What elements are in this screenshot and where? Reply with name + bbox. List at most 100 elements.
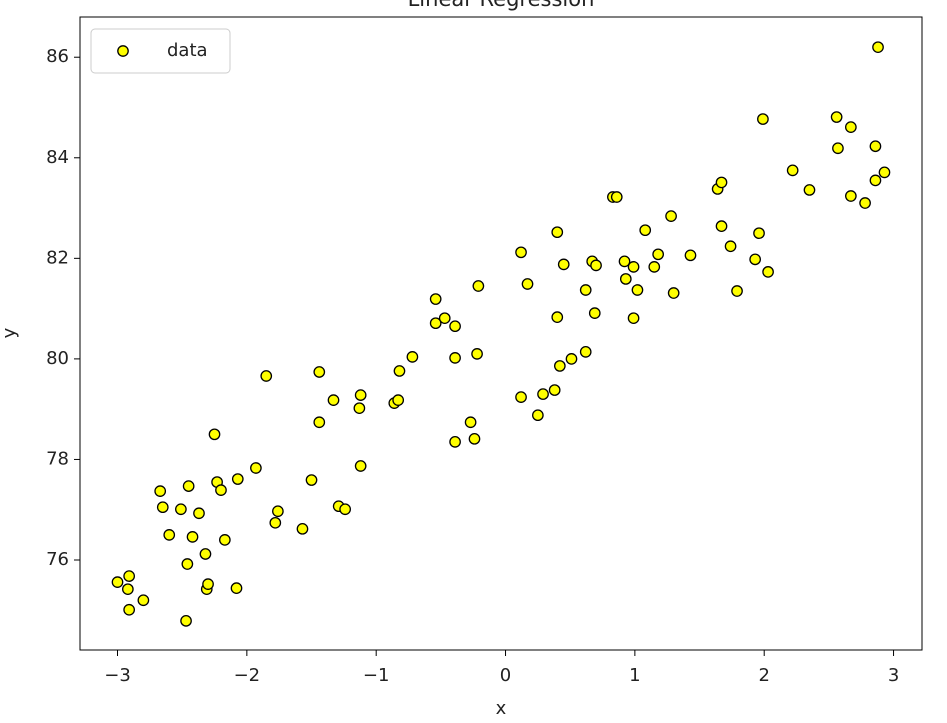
point: [339, 503, 351, 516]
point: [859, 197, 871, 209]
point: [590, 259, 602, 272]
point: [515, 391, 527, 403]
point: [449, 352, 461, 364]
point: [154, 485, 167, 497]
point: [193, 507, 205, 520]
point: [803, 184, 816, 196]
point: [845, 190, 857, 202]
point: [532, 409, 544, 422]
x-tick-label: 1: [629, 665, 640, 686]
point: [215, 484, 227, 496]
point: [627, 261, 640, 273]
point: [786, 164, 799, 177]
point: [186, 531, 199, 543]
point: [869, 174, 882, 187]
point: [199, 548, 212, 560]
chart-title: Linear Regression: [408, 0, 595, 11]
point: [272, 505, 284, 518]
y-tick-label: 82: [46, 247, 69, 268]
point: [137, 594, 150, 607]
point: [156, 501, 169, 514]
point: [175, 503, 187, 516]
point: [250, 462, 262, 474]
legend-marker: [117, 45, 129, 57]
y-tick-label: 80: [46, 348, 69, 369]
point: [471, 348, 483, 360]
point: [631, 284, 644, 296]
point: [392, 394, 405, 406]
point: [832, 142, 844, 155]
point: [269, 516, 282, 529]
point: [305, 474, 318, 486]
point: [648, 261, 661, 273]
point: [845, 121, 857, 133]
point: [111, 576, 124, 588]
point: [472, 280, 485, 292]
point: [449, 435, 461, 448]
point: [429, 293, 442, 305]
x-tick-label: 2: [758, 665, 769, 686]
point: [515, 246, 527, 259]
point: [553, 360, 566, 372]
point: [327, 394, 340, 406]
point: [753, 227, 765, 240]
point: [122, 583, 134, 596]
point: [393, 365, 406, 377]
y-tick-label: 84: [46, 147, 69, 168]
point: [406, 351, 419, 363]
point: [684, 249, 697, 262]
point: [354, 389, 367, 401]
x-tick-label: −1: [363, 665, 390, 686]
point: [202, 578, 214, 590]
legend-box: [90, 28, 231, 74]
x-tick-label: 0: [500, 665, 511, 686]
y-tick-label: 86: [46, 46, 69, 67]
point: [878, 166, 891, 179]
point: [762, 266, 774, 278]
point: [639, 224, 652, 237]
plot-frame: [79, 16, 923, 651]
point: [579, 284, 592, 296]
point: [464, 416, 477, 429]
point: [749, 253, 762, 266]
point: [557, 258, 570, 271]
point: [313, 366, 326, 378]
point: [757, 113, 769, 125]
point: [715, 220, 728, 233]
point: [548, 384, 561, 396]
point: [619, 273, 632, 285]
point: [231, 473, 244, 485]
point: [731, 285, 743, 297]
x-tick-label: −3: [104, 665, 131, 686]
point: [180, 614, 192, 627]
y-tick-label: 78: [46, 448, 69, 469]
point: [588, 307, 601, 319]
y-tick-label: 76: [46, 549, 69, 570]
point: [230, 582, 243, 595]
point: [551, 226, 564, 239]
point: [353, 402, 366, 415]
point: [521, 278, 534, 290]
x-tick-label: 3: [888, 665, 899, 686]
point: [537, 388, 549, 400]
point: [219, 534, 231, 546]
point: [182, 480, 195, 492]
point: [579, 346, 592, 358]
point: [724, 240, 737, 253]
point: [123, 570, 135, 582]
point: [872, 41, 884, 54]
point: [830, 111, 843, 123]
point: [869, 140, 882, 153]
point: [429, 317, 442, 330]
point: [449, 320, 461, 333]
point: [438, 312, 451, 325]
point: [652, 248, 664, 261]
point: [618, 255, 631, 268]
point: [667, 287, 680, 299]
point: [313, 416, 326, 429]
x-axis-label: x: [496, 698, 507, 719]
point: [296, 522, 309, 535]
point: [208, 428, 221, 441]
point: [627, 312, 640, 325]
